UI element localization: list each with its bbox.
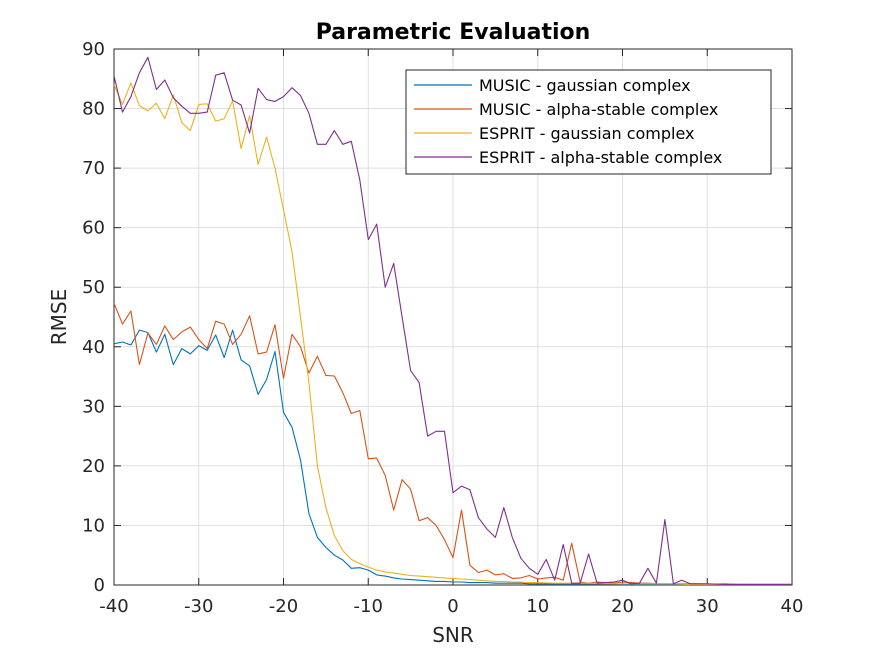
x-axis-label: SNR: [432, 623, 474, 647]
y-tick-label: 90: [82, 39, 105, 60]
legend-label: MUSIC - gaussian complex: [479, 76, 691, 95]
y-tick-label: 60: [82, 218, 105, 239]
x-tick-label: -30: [184, 596, 213, 617]
y-tick-label: 70: [82, 158, 105, 179]
x-tick-label: 30: [696, 596, 719, 617]
legend-label: MUSIC - alpha-stable complex: [479, 100, 718, 119]
x-tick-label: 0: [447, 596, 458, 617]
y-tick-label: 10: [82, 515, 105, 536]
legend-label: ESPRIT - gaussian complex: [479, 124, 695, 143]
y-tick-label: 50: [82, 277, 105, 298]
legend-label: ESPRIT - alpha-stable complex: [479, 148, 722, 167]
series-layer: [113, 56, 792, 585]
series-line-3: [113, 82, 792, 585]
x-tick-label: 10: [526, 596, 549, 617]
y-tick-label: 80: [82, 99, 105, 120]
y-tick-label: 0: [94, 575, 105, 596]
series-line-2: [113, 303, 792, 585]
series-line-4: [113, 56, 792, 585]
y-tick-label: 30: [82, 396, 105, 417]
y-tick-label: 40: [82, 337, 105, 358]
x-tick-label: 20: [611, 596, 634, 617]
x-tick-label: -20: [269, 596, 298, 617]
axis-ticks: -40 -30 -20 -10 0 10 20 30 40 0 10 20 30 40 50 60 70 80 90: [82, 39, 803, 617]
x-tick-label: -10: [354, 596, 383, 617]
x-tick-label: 40: [781, 596, 804, 617]
y-axis-label: RMSE: [47, 289, 71, 345]
chart-title: Parametric Evaluation: [316, 20, 591, 45]
y-tick-label: 20: [82, 456, 105, 477]
legend: MUSIC - gaussian complex MUSIC - alpha-st…: [405, 69, 772, 175]
x-tick-label: -40: [99, 596, 128, 617]
